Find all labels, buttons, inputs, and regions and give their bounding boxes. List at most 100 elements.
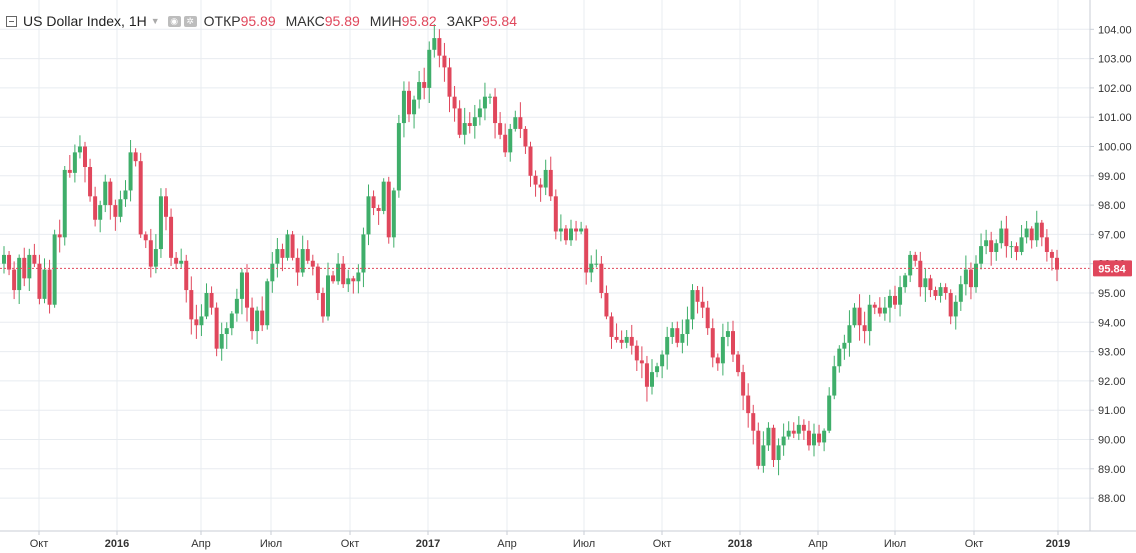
candle-body — [305, 249, 310, 261]
symbol-title[interactable]: US Dollar Index, 1H — [23, 13, 147, 29]
candle-body — [806, 430, 811, 446]
candle-body — [903, 275, 908, 288]
candle-body — [158, 196, 163, 250]
candle — [386, 176, 391, 244]
candle-body — [407, 90, 411, 115]
candle — [265, 278, 270, 330]
candle — [563, 225, 568, 245]
candle-body — [822, 430, 827, 443]
candle — [553, 189, 558, 240]
x-tick-label: Июл — [260, 538, 282, 550]
candle — [1029, 226, 1034, 249]
candle-body — [493, 96, 498, 124]
candle-body — [401, 90, 406, 124]
collapse-icon[interactable] — [6, 15, 17, 27]
close-label: ЗАКР — [446, 13, 482, 29]
candle-body — [523, 128, 528, 147]
candle — [999, 220, 1004, 249]
candle — [245, 264, 249, 322]
x-tick-label: Окт — [653, 538, 672, 550]
candle-body — [933, 290, 938, 296]
candle — [67, 154, 72, 178]
candle-body — [786, 430, 791, 437]
candle-body — [133, 152, 138, 162]
candle-body — [265, 281, 270, 326]
candle-body — [1044, 237, 1049, 252]
eye-icon[interactable]: ◉ — [167, 15, 181, 27]
candle — [796, 416, 801, 441]
candle — [194, 304, 199, 339]
candle-body — [741, 372, 746, 396]
y-tick-label: 92.00 — [1098, 376, 1126, 388]
candle — [958, 275, 963, 311]
candle-body — [872, 304, 877, 308]
candle — [655, 362, 660, 378]
candle — [447, 57, 452, 113]
candle — [877, 297, 882, 317]
high-label: МАКС — [285, 13, 325, 29]
candle — [837, 345, 842, 373]
candle — [72, 144, 77, 183]
chevron-down-icon[interactable]: ▼ — [150, 16, 160, 26]
candle — [83, 141, 87, 183]
gear-icon[interactable]: ✲ — [183, 15, 197, 27]
candle-body — [336, 263, 341, 282]
candle — [341, 256, 346, 288]
candle-body — [584, 228, 589, 273]
candle-body — [498, 123, 503, 135]
y-tick-label: 93.00 — [1098, 347, 1126, 359]
candle-body — [320, 293, 325, 317]
candle — [574, 220, 579, 241]
candle-body — [179, 260, 184, 264]
candle-body — [543, 169, 548, 188]
candle — [1004, 215, 1009, 258]
candle-body — [979, 246, 984, 264]
candle-body — [270, 263, 275, 282]
candle-body — [913, 254, 918, 261]
candle-body — [700, 301, 705, 308]
candle — [417, 70, 422, 109]
candle-body — [275, 249, 280, 264]
candle — [710, 318, 715, 368]
candle-body — [665, 336, 670, 355]
candle-body — [148, 240, 153, 267]
candle-body — [877, 307, 882, 314]
candle — [943, 283, 948, 300]
candle-body — [594, 263, 599, 265]
candle-body — [164, 196, 168, 217]
candle — [903, 272, 908, 293]
candle — [346, 269, 351, 293]
time-axis[interactable]: Окт 2016 Апр Июл Окт 2017 Апр Июл Окт 2018 Апр Июл О… — [30, 531, 1071, 550]
candle — [817, 424, 822, 447]
candle-body — [812, 433, 816, 446]
x-tick-label: 2019 — [1046, 538, 1070, 550]
candle-body — [1009, 246, 1014, 248]
candle — [305, 240, 310, 264]
candle-body — [417, 82, 422, 100]
candle-body — [1055, 257, 1059, 270]
candle-body — [432, 38, 437, 50]
candle — [498, 112, 503, 140]
x-tick-label: Окт — [341, 538, 360, 550]
candle-body — [422, 82, 427, 88]
candle — [695, 285, 700, 314]
candle — [923, 269, 928, 302]
candle — [255, 306, 260, 344]
candle — [2, 246, 6, 274]
candle-body — [928, 278, 933, 291]
candle-body — [52, 234, 57, 305]
y-tick-label: 95.00 — [1098, 288, 1126, 300]
candle-body — [518, 117, 523, 129]
candle-body — [7, 254, 12, 270]
candle — [391, 187, 396, 248]
candle-body — [310, 260, 315, 267]
candle-body — [356, 272, 361, 282]
candle — [609, 312, 614, 349]
candle — [214, 302, 219, 357]
candle — [513, 110, 518, 132]
candle-body — [113, 205, 118, 217]
x-tick-label: Окт — [30, 538, 49, 550]
candle-body — [670, 328, 675, 337]
candle-body — [457, 108, 462, 135]
